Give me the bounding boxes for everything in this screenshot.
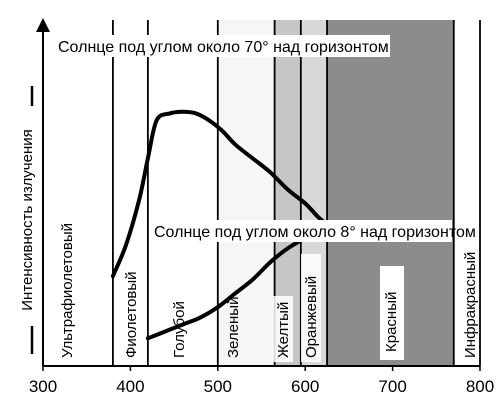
band-label-2: Голубой (171, 301, 188, 358)
bands-layer (43, 20, 480, 366)
band-label-bg-5 (301, 254, 321, 362)
band-3 (217, 20, 275, 366)
band-label-3: Зеленый (225, 297, 242, 358)
band-label-5: Оранжевый (303, 276, 320, 358)
band-label-0: Ультрафиолетовый (59, 223, 76, 358)
band-2 (147, 20, 218, 366)
band-7 (453, 20, 480, 366)
x-tick-label-400: 400 (116, 377, 144, 396)
series-label-bg-1 (152, 220, 452, 242)
series-labels-layer: Солнце под углом около 70° над горизонто… (56, 35, 476, 242)
y-axis-arrow (36, 18, 50, 32)
x-tick-label-300: 300 (29, 377, 57, 396)
series-label-1: Солнце под углом около 8° над горизонтом (154, 224, 476, 241)
band-0 (43, 20, 113, 366)
x-tick-label-700: 700 (378, 377, 406, 396)
x-tick-label-600: 600 (291, 377, 319, 396)
band-label-7: Инфракрасный (462, 252, 479, 358)
band-label-6: Красный (383, 292, 400, 352)
y-axis-label: Интенсивность излучения (19, 129, 36, 311)
axis-layer (30, 18, 481, 371)
band-label-bg-4 (273, 296, 293, 362)
x-tick-label-800: 800 (466, 377, 494, 396)
series-label-0: Солнце под углом около 70° над горизонто… (58, 39, 389, 56)
x-tick-label-500: 500 (204, 377, 232, 396)
band-labels-layer: Ультрафиолетовый Фиолетовый Голубой Зеленый… (59, 223, 479, 362)
band-label-1: Фиолетовый (123, 271, 140, 358)
tick-labels-layer: 300 400 500 600 700 800 (29, 377, 494, 396)
series-line-0 (110, 109, 330, 279)
series-label-bg-0 (56, 35, 390, 57)
band-label-4: Желтый (275, 302, 292, 358)
red-label-bg (380, 266, 404, 360)
